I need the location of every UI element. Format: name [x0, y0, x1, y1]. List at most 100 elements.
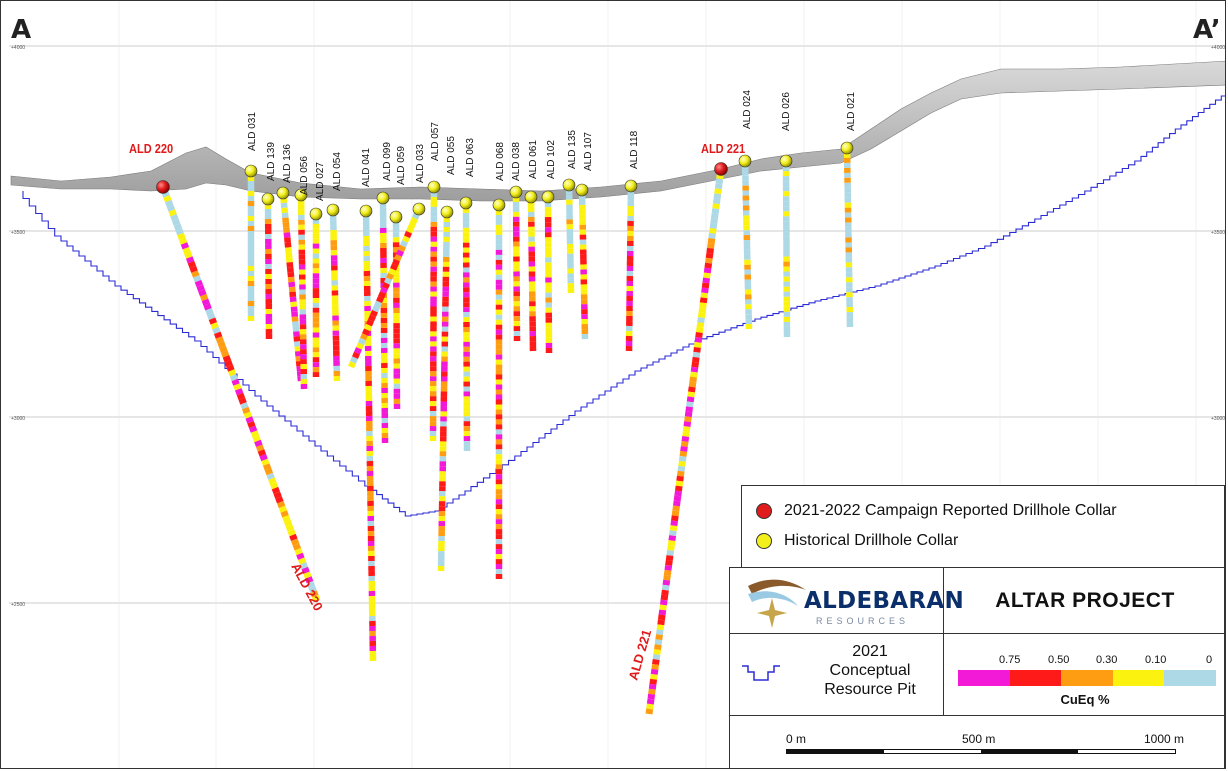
drillhole-label-ald-024: ALD 024	[742, 90, 753, 129]
scale-label-1000: 1000 m	[1144, 732, 1185, 746]
grade-interval	[228, 369, 237, 377]
grade-interval	[238, 397, 247, 405]
grade-interval	[259, 454, 268, 462]
grade-interval	[709, 228, 717, 234]
grade-interval	[280, 510, 289, 518]
grade-interval	[648, 683, 657, 690]
historical-collar	[738, 154, 752, 168]
grade-interval	[166, 204, 176, 212]
grade-interval	[384, 277, 392, 285]
grade-swatch-red	[1009, 670, 1062, 686]
grade-interval	[678, 460, 686, 467]
grade-interval	[173, 223, 183, 231]
drillhole-label-ald-063: ALD 063	[465, 138, 476, 177]
grade-swatch-orange	[1061, 670, 1113, 686]
grade-interval	[684, 411, 693, 418]
grade-interval	[713, 193, 722, 200]
grade-interval	[660, 594, 669, 601]
drillhole-label-ald-099: ALD 099	[382, 142, 393, 181]
grade-interval	[678, 455, 687, 462]
grade-interval	[240, 402, 249, 410]
grade-interval	[296, 365, 304, 372]
grade-interval	[702, 277, 711, 284]
grade-interval	[670, 520, 678, 527]
grade-interval	[210, 322, 219, 330]
grade-interval	[714, 188, 722, 195]
title-block: ALDEBARAN RESOURCES ALTAR PROJECT 2021 C…	[729, 567, 1225, 768]
grade-interval	[229, 373, 239, 382]
grade-swatch-magenta	[958, 670, 1010, 686]
grade-interval	[186, 256, 195, 264]
historical-collar	[575, 183, 589, 197]
grade-swatch-yellow	[1112, 670, 1165, 686]
collar-legend: 2021-2022 Campaign Reported Drillhole Co…	[741, 485, 1225, 569]
grade-interval	[261, 458, 270, 466]
grade-interval	[694, 337, 703, 343]
drillhole-label-ald-136: ALD 136	[282, 144, 293, 183]
grade-tick-1: 0.75	[999, 654, 1021, 666]
grade-interval	[707, 237, 716, 244]
grade-interval	[184, 251, 193, 259]
pit-legend-text: 2021 Conceptual Resource Pit	[804, 642, 936, 699]
grade-interval	[193, 275, 202, 283]
drillhole-ald-041	[359, 204, 377, 662]
grade-interval	[203, 303, 212, 311]
grade-interval	[647, 693, 656, 700]
grade-interval	[693, 341, 702, 348]
historical-collar	[562, 178, 576, 192]
grade-interval	[294, 346, 302, 352]
conceptual-resource-pit	[22, 95, 1225, 517]
grade-interval	[680, 446, 688, 452]
grade-interval	[708, 232, 716, 239]
grade-interval	[288, 281, 296, 288]
grade-interval	[699, 302, 707, 309]
grade-interval	[685, 406, 694, 413]
drillhole-label-ald-059: ALD 059	[396, 146, 407, 185]
grade-interval	[287, 271, 295, 278]
grade-interval	[700, 292, 709, 299]
grade-interval	[285, 524, 295, 532]
drillhole-ald-139	[261, 192, 275, 339]
grade-tick-3: 0.30	[1096, 654, 1118, 666]
drillhole-ald-027	[309, 207, 323, 377]
drillhole-label-ald-041: ALD 041	[361, 148, 372, 187]
drillhole-label-ald-054: ALD 054	[332, 152, 343, 191]
section-label-a: A	[11, 15, 32, 45]
grade-interval	[706, 247, 714, 254]
grade-interval	[378, 291, 386, 299]
drillhole-label-ald-068: ALD 068	[495, 142, 506, 181]
grade-interval	[290, 306, 298, 313]
scale-bar-cell: 0 m 500 m 1000 m	[730, 716, 1225, 768]
aldebaran-logo-icon	[748, 579, 806, 628]
drillhole-ald-136	[276, 186, 305, 382]
grade-interval	[348, 361, 356, 369]
drillhole-ald-021	[840, 141, 854, 328]
grade-legend-cell: 0.75 0.50 0.30 0.10 0 CuEq %	[944, 634, 1225, 716]
grade-interval	[682, 426, 691, 433]
grade-interval	[254, 439, 263, 448]
grade-interval	[654, 644, 662, 651]
grade-interval	[217, 341, 226, 349]
grade-interval	[388, 268, 396, 276]
grade-interval	[710, 218, 718, 224]
grade-interval	[196, 284, 205, 292]
grade-interval	[656, 624, 665, 631]
grade-interval	[208, 317, 218, 325]
project-title-cell: ALTAR PROJECT	[944, 568, 1225, 634]
grade-interval	[390, 263, 398, 271]
grade-interval	[177, 232, 186, 241]
grade-interval	[692, 356, 700, 363]
grade-interval	[648, 688, 656, 695]
grade-interval	[292, 326, 300, 332]
grade-interval	[180, 242, 190, 250]
grade-interval	[205, 308, 214, 316]
grade-interval	[392, 258, 400, 267]
company-logo-cell: ALDEBARAN RESOURCES	[730, 568, 964, 634]
grade-interval	[712, 203, 720, 210]
drillhole-ald-055	[437, 205, 454, 572]
grade-interval	[680, 441, 689, 447]
grade-interval	[667, 540, 676, 546]
grade-interval	[661, 584, 670, 591]
legend-campaign-label: 2021-2022 Campaign Reported Drillhole Co…	[784, 502, 1117, 519]
